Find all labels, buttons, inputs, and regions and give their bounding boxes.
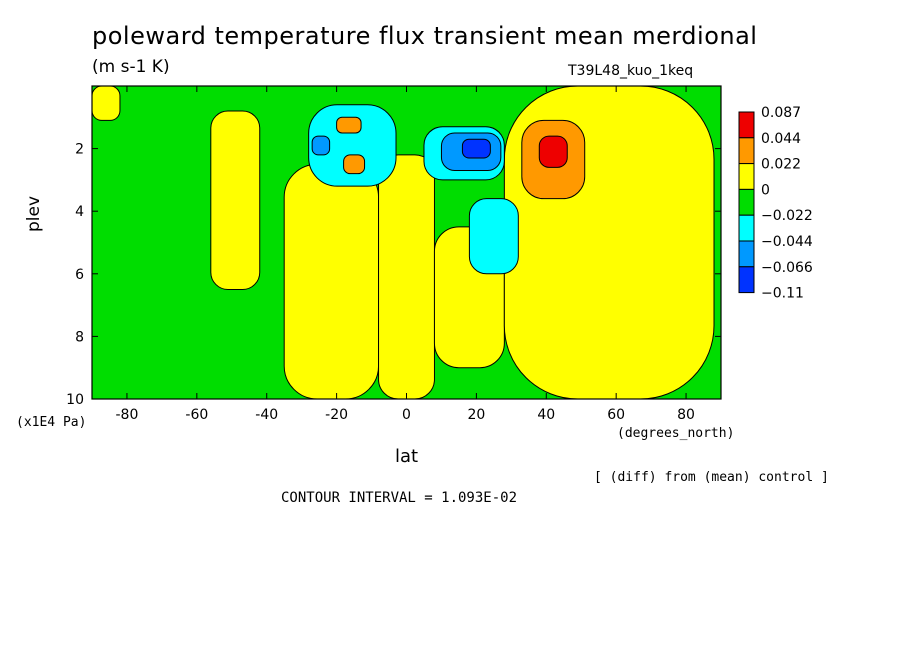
colorbar-swatch [738,266,755,294]
contour-region [210,110,261,290]
contour-region [308,104,397,187]
contour-region [336,116,362,134]
colorbar-swatch [738,137,755,165]
chart-units: (m s-1 K) [92,57,170,77]
x-tick-label: -40 [255,407,278,423]
x-tick-label: 20 [467,407,485,423]
x-tick-label: -60 [185,407,208,423]
colorbar: 0.087 0.044 0.022 0 −0.022 −0.044 −0.066 −0.11 [738,105,813,302]
x-axis-label: lat [395,446,419,467]
contour-region [343,154,366,175]
contour-region [283,163,380,400]
y-tick-label: 10 [66,392,84,408]
colorbar-swatch [738,163,755,190]
colorbar-swatch [738,188,755,216]
colorbar-swatch [738,111,755,139]
contour-region [91,85,121,121]
x-tick-label: 80 [677,407,695,423]
colorbar-label: −0.022 [761,208,813,224]
x-tick-label: 40 [537,407,555,423]
chart-title: poleward temperature flux transient mean… [92,22,758,50]
colorbar-label: −0.066 [761,260,813,276]
diff-note: [ (diff) from (mean) control ] [594,470,829,485]
colorbar-label: −0.044 [761,234,813,250]
y-axis-units: (x1E4 Pa) [16,415,87,430]
x-tick-label: -80 [116,407,139,423]
contour-region [378,154,435,400]
colorbar-label: 0.087 [761,105,801,121]
colorbar-label: 0.044 [761,131,801,147]
x-tick-label: 0 [402,407,411,423]
x-tick-label: 60 [607,407,625,423]
colorbar-swatch [738,240,755,268]
colorbar-swatch [738,214,755,242]
y-axis-ticks: 2 4 6 8 10 [66,142,721,408]
contour-region [461,138,491,159]
y-tick-label: 8 [75,329,84,345]
colorbar-label: −0.11 [761,286,804,302]
y-tick-label: 6 [75,267,84,283]
colorbar-label: 0 [761,182,770,198]
x-axis-units: (degrees_north) [617,426,735,441]
y-tick-label: 2 [75,142,84,158]
x-axis-ticks: -80 -60 -40 -20 0 20 40 60 80 [116,86,695,423]
plot-area [91,85,722,400]
run-label: T39L48_kuo_1keq [568,63,694,79]
y-tick-label: 4 [75,204,84,220]
contour-interval: CONTOUR INTERVAL = 1.093E-02 [281,490,518,506]
x-tick-label: -20 [325,407,348,423]
contour-region [311,135,331,156]
contour-region [538,135,568,168]
colorbar-label: 0.022 [761,157,801,173]
contour-region [468,198,519,275]
